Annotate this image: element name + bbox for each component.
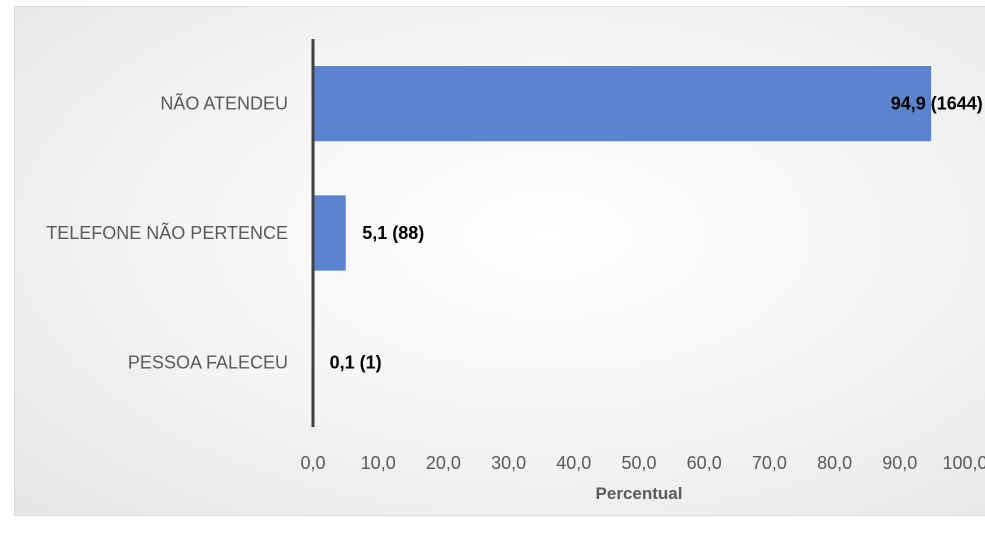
data-label-2: 0,1 (1) [330,352,382,372]
category-label-2: PESSOA FALECEU [128,352,288,372]
x-axis-title: Percentual [596,484,683,503]
x-tick-label-10: 100,0 [942,453,985,473]
x-tick-label-2: 20,0 [426,453,461,473]
bar-1 [312,194,347,272]
x-tick-label-3: 30,0 [491,453,526,473]
x-tick-label-6: 60,0 [687,453,722,473]
data-labels: 94,9 (1644) 5,1 (88) 0,1 (1) [330,94,983,373]
category-label-0: NÃO ATENDEU [160,93,288,114]
bars-layer [312,65,933,401]
x-tick-labels: 0,0 10,0 20,0 30,0 40,0 50,0 60,0 70,0 80,0 90,0 1… [300,453,985,473]
bar-chart: NÃO ATENDEU TELEFONE NÃO PERTENCE PESSOA F… [46,39,985,503]
data-label-0: 94,9 (1644) [891,94,983,114]
bar-0 [312,65,933,143]
x-tick-label-8: 80,0 [817,453,852,473]
x-tick-label-9: 90,0 [882,453,917,473]
x-tick-label-5: 50,0 [621,453,656,473]
x-tick-label-4: 40,0 [556,453,591,473]
x-tick-label-7: 70,0 [752,453,787,473]
x-tick-label-1: 10,0 [361,453,396,473]
x-tick-label-0: 0,0 [300,453,325,473]
data-label-1: 5,1 (88) [362,223,424,243]
chart-frame: NÃO ATENDEU TELEFONE NÃO PERTENCE PESSOA F… [14,6,985,516]
category-labels: NÃO ATENDEU TELEFONE NÃO PERTENCE PESSOA F… [46,93,288,373]
category-label-1: TELEFONE NÃO PERTENCE [46,222,288,243]
